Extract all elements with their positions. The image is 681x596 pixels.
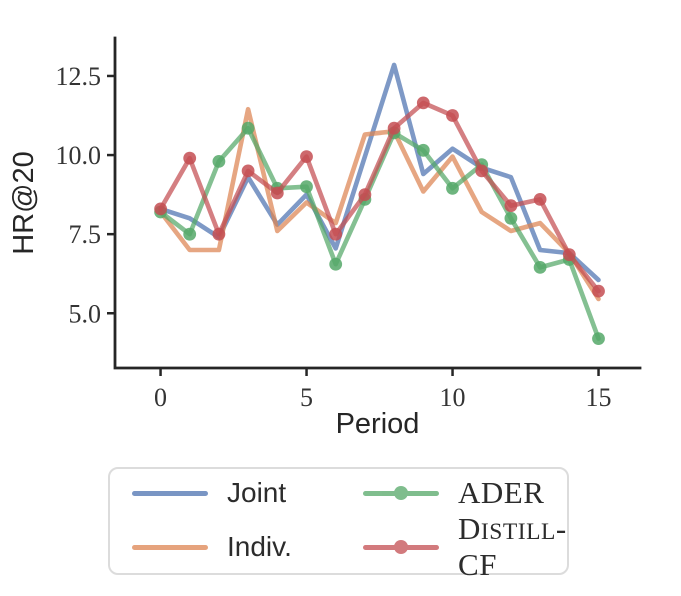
data-point-ader bbox=[504, 211, 518, 225]
x-tick-label: 15 bbox=[586, 383, 612, 412]
series-line-indiv- bbox=[158, 106, 601, 302]
y-tick-label: 5.0 bbox=[69, 299, 102, 328]
small-cap-letter: I bbox=[480, 519, 490, 545]
data-point-ader bbox=[212, 155, 226, 168]
data-point-distill-cf bbox=[387, 121, 401, 135]
y-tick-label: 12.5 bbox=[56, 62, 102, 91]
data-point-distill-cf bbox=[300, 150, 313, 164]
x-tick-label: 5 bbox=[300, 383, 313, 412]
data-point-distill-cf bbox=[504, 199, 518, 213]
y-tick-label: 10.0 bbox=[56, 141, 102, 170]
legend-swatch-joint bbox=[132, 490, 208, 496]
series-line-distill-cf bbox=[158, 100, 601, 294]
data-point-distill-cf bbox=[562, 248, 576, 262]
legend-swatch-indiv- bbox=[132, 544, 208, 550]
legend-item-distill-cf: DISTILL-CF bbox=[363, 511, 567, 583]
y-axis: 5.0 7.5 10.0 12.5 bbox=[56, 62, 115, 328]
data-point-distill-cf bbox=[592, 284, 605, 298]
data-point-distill-cf bbox=[183, 151, 197, 165]
data-point-ader bbox=[329, 257, 343, 271]
chart-svg: 0 5 10 15 5.0 7.5 10.0 12.5 Period HR@20 bbox=[8, 36, 642, 440]
series-markers-distill-cf bbox=[154, 96, 605, 298]
legend-item-indiv-: Indiv. bbox=[132, 511, 363, 583]
legend-label-joint: Joint bbox=[227, 477, 287, 508]
data-point-ader bbox=[300, 180, 313, 194]
small-cap-letter: L bbox=[526, 519, 541, 545]
legend: Joint Indiv. ADER DISTILL-CF bbox=[108, 467, 569, 582]
data-point-distill-cf bbox=[475, 164, 489, 178]
legend-item-joint: Joint bbox=[132, 475, 363, 511]
data-point-distill-cf bbox=[212, 227, 226, 241]
legend-swatch-ader bbox=[363, 486, 439, 500]
y-tick-label: 7.5 bbox=[69, 220, 102, 249]
axis-spines bbox=[113, 36, 642, 370]
series-line-joint bbox=[158, 62, 601, 283]
data-point-ader bbox=[446, 181, 459, 195]
x-axis: 0 5 10 15 bbox=[154, 368, 612, 412]
small-cap-letter: S bbox=[489, 519, 503, 545]
small-cap-letter: L bbox=[540, 519, 556, 545]
data-point-distill-cf bbox=[533, 193, 547, 206]
legend-marker-dot bbox=[394, 540, 408, 554]
legend-label-distill-cf: DISTILL-CF bbox=[458, 511, 567, 582]
legend-label-indiv-: Indiv. bbox=[227, 531, 292, 562]
data-point-distill-cf bbox=[270, 186, 284, 200]
data-point-distill-cf bbox=[358, 188, 372, 202]
small-cap-letter: I bbox=[517, 519, 527, 545]
x-axis-title: Period bbox=[336, 408, 420, 440]
legend-marker-dot bbox=[394, 486, 408, 500]
data-point-ader bbox=[592, 332, 605, 345]
data-point-distill-cf bbox=[329, 227, 343, 241]
data-point-ader bbox=[533, 261, 547, 274]
legend-swatch-distill-cf bbox=[363, 540, 439, 554]
y-axis-title: HR@20 bbox=[8, 151, 40, 255]
data-point-ader bbox=[416, 143, 430, 157]
data-point-ader bbox=[241, 121, 255, 135]
x-tick-label: 10 bbox=[440, 383, 466, 412]
legend-label-ader: ADER bbox=[458, 475, 545, 510]
x-tick-label: 0 bbox=[154, 383, 167, 412]
data-point-distill-cf bbox=[154, 202, 168, 216]
small-cap-letter: T bbox=[502, 519, 518, 545]
data-point-distill-cf bbox=[446, 109, 459, 122]
data-point-distill-cf bbox=[416, 96, 430, 110]
data-point-distill-cf bbox=[241, 164, 255, 178]
data-point-ader bbox=[183, 227, 197, 241]
legend-item-ader: ADER bbox=[363, 475, 567, 511]
